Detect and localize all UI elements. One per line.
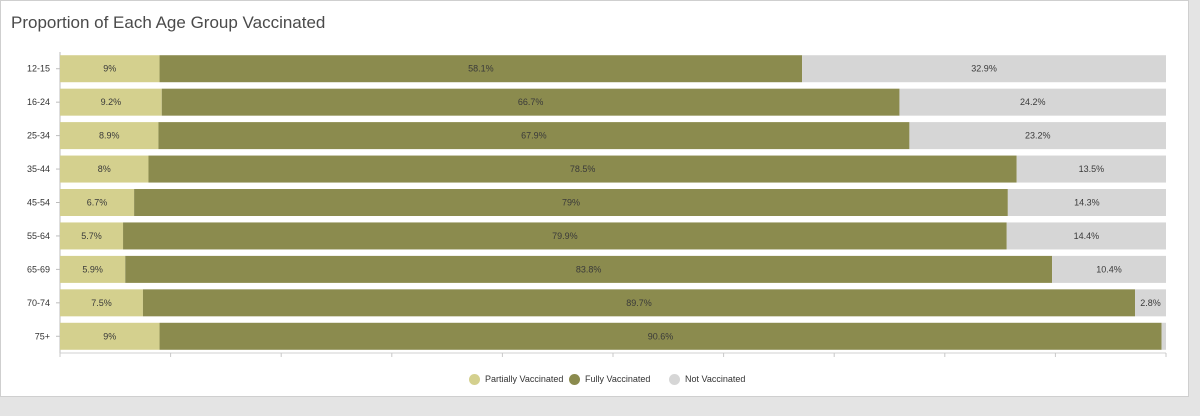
data-label-not-vaccinated-45-54: 14.3% [1074, 198, 1100, 208]
category-label-65-69: 65-69 [27, 264, 50, 274]
chart-panel: Proportion of Each Age Group Vaccinated … [0, 0, 1189, 397]
bar-segment-not-vaccinated-45-54 [1007, 189, 1166, 216]
data-label-partially-vaccinated-25-34: 8.9% [99, 131, 120, 141]
legend-item-not-vaccinated[interactable]: Not Vaccinated [669, 371, 745, 387]
legend-swatch-partially-vaccinated [469, 373, 480, 385]
bar-segment-not-vaccinated-70-74 [1135, 289, 1166, 317]
bar-segment-fully-vaccinated-55-64 [123, 222, 1007, 250]
bar-segment-partially-vaccinated-35-44 [60, 155, 149, 183]
data-label-not-vaccinated-70-74: 2.8% [1140, 298, 1161, 308]
data-label-fully-vaccinated-16-24: 66.7% [518, 97, 544, 107]
category-label-55-64: 55-64 [27, 231, 50, 241]
bar-segment-fully-vaccinated-45-54 [134, 189, 1008, 216]
bar-segment-fully-vaccinated-12-15 [159, 55, 803, 83]
data-label-partially-vaccinated-65-69: 5.9% [82, 264, 103, 274]
data-label-partially-vaccinated-55-64: 5.7% [81, 231, 102, 241]
category-label-75: 75+ [35, 331, 50, 341]
bar-segment-fully-vaccinated-65-69 [125, 255, 1053, 283]
data-label-partially-vaccinated-45-54: 6.7% [87, 198, 108, 208]
bar-segment-fully-vaccinated-70-74 [142, 289, 1136, 317]
legend-swatch-not-vaccinated [669, 373, 680, 385]
data-label-partially-vaccinated-75: 9% [103, 331, 116, 341]
bar-segment-fully-vaccinated-35-44 [148, 155, 1017, 183]
data-label-not-vaccinated-35-44: 13.5% [1079, 164, 1105, 174]
data-label-partially-vaccinated-12-15: 9% [103, 64, 116, 74]
category-label-12-15: 12-15 [27, 64, 50, 74]
bar-segment-not-vaccinated-65-69 [1052, 255, 1166, 283]
data-label-not-vaccinated-25-34: 23.2% [1025, 131, 1051, 141]
data-label-partially-vaccinated-70-74: 7.5% [91, 298, 112, 308]
bar-segment-not-vaccinated-55-64 [1006, 222, 1166, 250]
data-label-fully-vaccinated-45-54: 79% [562, 198, 580, 208]
data-label-not-vaccinated-55-64: 14.4% [1074, 231, 1100, 241]
data-label-fully-vaccinated-35-44: 78.5% [570, 164, 596, 174]
bar-segment-partially-vaccinated-55-64 [60, 222, 124, 250]
category-label-70-74: 70-74 [27, 298, 50, 308]
bar-segment-partially-vaccinated-65-69 [60, 255, 126, 283]
bar-segment-not-vaccinated-16-24 [899, 88, 1166, 116]
data-label-not-vaccinated-65-69: 10.4% [1096, 264, 1122, 274]
legend-label-not-vaccinated: Not Vaccinated [685, 374, 746, 384]
data-label-fully-vaccinated-25-34: 67.9% [521, 131, 547, 141]
data-label-partially-vaccinated-16-24: 9.2% [101, 97, 122, 107]
legend-item-fully-vaccinated[interactable]: Fully Vaccinated [569, 371, 650, 387]
bar-segment-partially-vaccinated-25-34 [60, 122, 159, 150]
chart-title: Proportion of Each Age Group Vaccinated [11, 13, 326, 32]
bar-segment-partially-vaccinated-16-24 [60, 88, 162, 116]
bar-segment-partially-vaccinated-45-54 [60, 189, 135, 216]
category-label-45-54: 45-54 [27, 198, 50, 208]
data-label-fully-vaccinated-65-69: 83.8% [576, 264, 602, 274]
category-label-25-34: 25-34 [27, 131, 50, 141]
legend-label-fully-vaccinated: Fully Vaccinated [585, 374, 651, 384]
data-label-partially-vaccinated-35-44: 8% [98, 164, 111, 174]
bar-segment-not-vaccinated-25-34 [909, 122, 1166, 150]
bar-segment-fully-vaccinated-25-34 [158, 122, 910, 150]
data-label-fully-vaccinated-70-74: 89.7% [626, 298, 652, 308]
chart-legend: Partially Vaccinated Fully Vaccinated No… [1, 371, 1190, 387]
bar-segment-fully-vaccinated-75 [159, 322, 1162, 350]
data-label-fully-vaccinated-12-15: 58.1% [468, 64, 494, 74]
bar-segment-partially-vaccinated-12-15 [60, 55, 160, 83]
legend-swatch-fully-vaccinated [569, 373, 580, 385]
category-label-16-24: 16-24 [27, 97, 50, 107]
data-label-fully-vaccinated-75: 90.6% [648, 331, 674, 341]
bar-segment-not-vaccinated-75 [1161, 322, 1166, 350]
bar-segment-fully-vaccinated-16-24 [161, 88, 900, 116]
category-label-35-44: 35-44 [27, 164, 50, 174]
data-label-fully-vaccinated-55-64: 79.9% [552, 231, 578, 241]
bar-segment-not-vaccinated-35-44 [1016, 155, 1166, 183]
legend-label-partially-vaccinated: Partially Vaccinated [485, 374, 564, 384]
bar-segment-not-vaccinated-12-15 [802, 55, 1166, 83]
bar-segment-partially-vaccinated-70-74 [60, 289, 143, 317]
bar-segment-partially-vaccinated-75 [60, 322, 160, 350]
data-label-not-vaccinated-16-24: 24.2% [1020, 97, 1046, 107]
data-label-not-vaccinated-12-15: 32.9% [971, 64, 997, 74]
stacked-bar-chart: 12-15 9% 58.1% 32.9% 16-24 9.2% 66.7% 24.2% 25-3… [27, 52, 1167, 357]
legend-item-partially-vaccinated[interactable]: Partially Vaccinated [469, 371, 563, 387]
